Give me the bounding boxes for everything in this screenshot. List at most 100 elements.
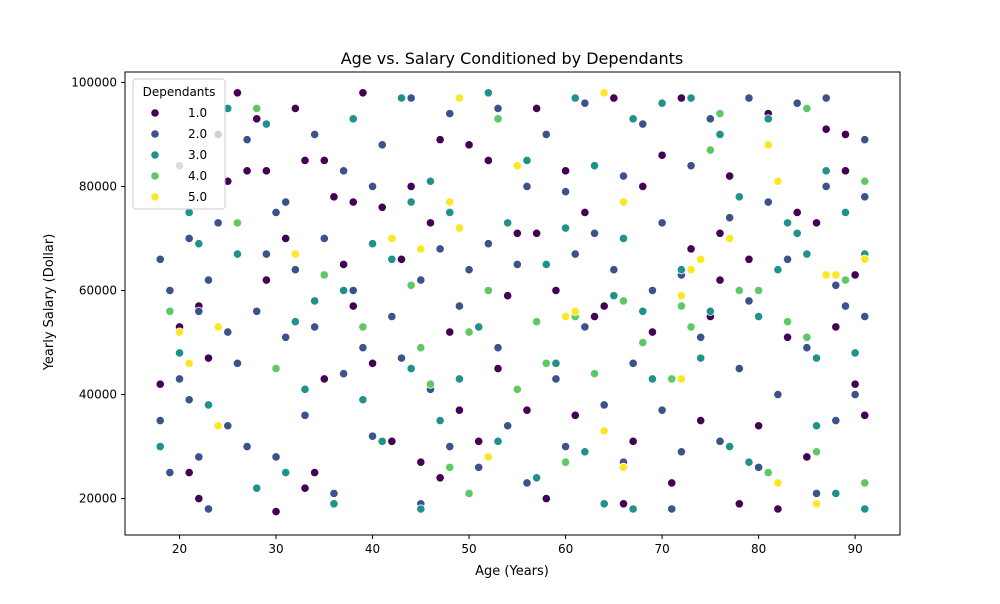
data-point bbox=[686, 93, 696, 103]
data-point bbox=[445, 462, 455, 472]
data-point bbox=[705, 114, 715, 124]
x-tick-label: 50 bbox=[461, 542, 476, 556]
data-point bbox=[483, 88, 493, 98]
data-point bbox=[271, 363, 281, 374]
data-point bbox=[454, 374, 465, 384]
data-point bbox=[454, 301, 465, 311]
data-point bbox=[445, 441, 455, 452]
data-point bbox=[290, 317, 300, 327]
data-point bbox=[396, 93, 407, 103]
data-point bbox=[541, 493, 551, 504]
data-point bbox=[541, 259, 551, 270]
data-point bbox=[560, 441, 571, 452]
data-point bbox=[609, 265, 619, 275]
data-point bbox=[715, 228, 725, 238]
data-point bbox=[618, 171, 629, 181]
data-point bbox=[860, 504, 870, 514]
data-point bbox=[580, 447, 590, 457]
data-point bbox=[281, 332, 291, 342]
data-point bbox=[782, 218, 793, 228]
data-point bbox=[281, 467, 291, 478]
data-point bbox=[242, 441, 252, 452]
y-tick-label: 40000 bbox=[79, 388, 117, 402]
data-point bbox=[725, 233, 735, 244]
data-point bbox=[425, 176, 436, 186]
data-point bbox=[551, 358, 561, 368]
data-point bbox=[474, 322, 484, 332]
data-point bbox=[493, 103, 503, 114]
data-point bbox=[551, 374, 561, 384]
data-point bbox=[609, 93, 619, 103]
data-point bbox=[667, 504, 677, 514]
data-point bbox=[831, 488, 841, 498]
data-point bbox=[782, 317, 793, 327]
legend-label: 3.0 bbox=[188, 148, 207, 162]
data-point bbox=[416, 275, 426, 285]
data-point bbox=[705, 145, 715, 155]
data-point bbox=[416, 504, 426, 514]
data-point bbox=[348, 114, 358, 124]
data-point bbox=[464, 327, 474, 337]
data-point bbox=[705, 306, 715, 316]
y-tick-label: 80000 bbox=[79, 179, 117, 193]
data-point bbox=[358, 395, 368, 405]
data-point bbox=[416, 457, 426, 467]
data-point bbox=[454, 93, 465, 103]
data-point bbox=[551, 285, 561, 296]
legend-marker bbox=[150, 129, 160, 139]
data-point bbox=[261, 119, 271, 129]
data-point bbox=[570, 93, 580, 103]
data-point bbox=[773, 389, 783, 400]
legend-marker bbox=[150, 192, 160, 202]
data-point bbox=[647, 327, 658, 337]
data-point bbox=[252, 483, 262, 493]
data-point bbox=[445, 327, 455, 337]
data-point bbox=[802, 249, 812, 259]
data-point bbox=[184, 207, 194, 218]
data-point bbox=[821, 181, 831, 192]
data-point bbox=[310, 467, 320, 478]
data-point bbox=[811, 421, 822, 431]
data-point bbox=[493, 114, 503, 124]
data-point bbox=[454, 405, 465, 415]
data-point bbox=[493, 436, 503, 446]
data-point bbox=[445, 197, 455, 207]
data-point bbox=[532, 473, 542, 483]
data-point bbox=[686, 322, 696, 332]
data-point bbox=[474, 462, 484, 472]
data-point bbox=[802, 343, 812, 353]
data-point bbox=[821, 124, 831, 134]
data-point bbox=[396, 254, 407, 264]
data-point bbox=[329, 192, 339, 202]
data-point bbox=[213, 421, 223, 431]
data-point bbox=[174, 374, 185, 384]
data-point bbox=[657, 98, 667, 108]
data-point bbox=[338, 285, 349, 296]
data-point bbox=[194, 493, 204, 504]
data-point bbox=[541, 129, 551, 140]
data-point bbox=[773, 478, 783, 488]
data-point bbox=[232, 249, 243, 259]
data-point bbox=[194, 452, 204, 462]
legend-label: 1.0 bbox=[188, 106, 207, 120]
x-tick-label: 80 bbox=[751, 542, 766, 556]
legend: Dependants 1.0 2.0 3.0 4.0 5.0 bbox=[132, 78, 226, 210]
data-point bbox=[821, 270, 831, 280]
data-point bbox=[512, 259, 522, 270]
data-point bbox=[686, 265, 696, 275]
data-point bbox=[406, 93, 416, 103]
data-point bbox=[831, 280, 841, 290]
data-point bbox=[618, 233, 629, 244]
data-point bbox=[754, 285, 764, 296]
data-point bbox=[840, 129, 851, 140]
data-point bbox=[416, 244, 426, 254]
data-point bbox=[792, 207, 802, 218]
plot-frame bbox=[124, 71, 901, 536]
data-point bbox=[840, 166, 851, 176]
data-point bbox=[676, 265, 687, 275]
data-point bbox=[242, 135, 252, 145]
data-point bbox=[165, 467, 175, 478]
data-point bbox=[628, 358, 638, 368]
data-point bbox=[367, 181, 378, 192]
data-point bbox=[560, 166, 571, 176]
